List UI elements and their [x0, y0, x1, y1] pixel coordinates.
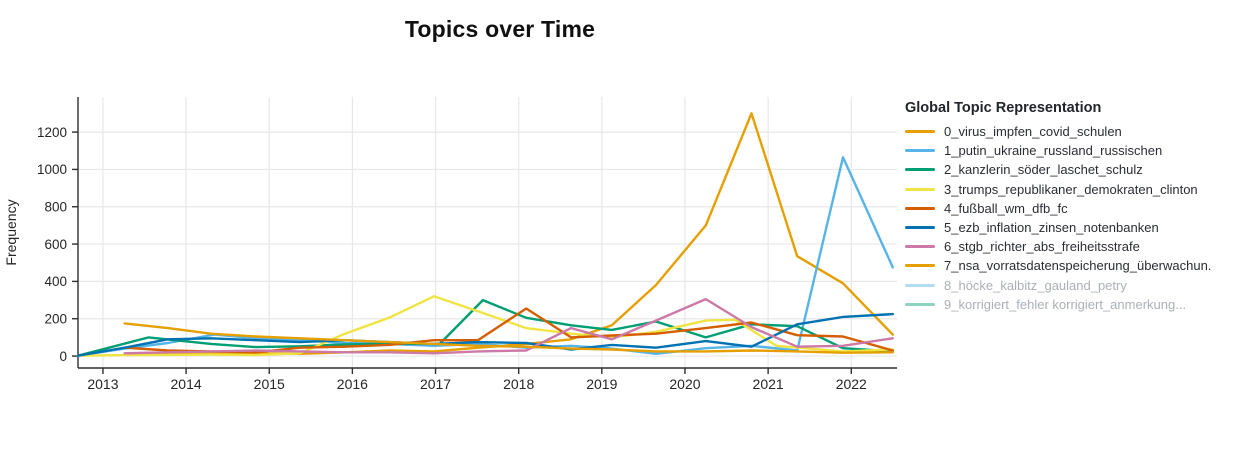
legend-line-swatch [905, 283, 935, 287]
legend: Global Topic Representation 0_virus_impf… [905, 100, 1211, 314]
legend-title: Global Topic Representation [905, 100, 1102, 116]
series-line-7_nsa_vorratsdatenspeicherung_überwachun.[interactable] [123, 322, 894, 354]
series-line-6_stgb_richter_abs_freiheitsstrafe[interactable] [123, 297, 894, 355]
series-lines [76, 112, 894, 357]
legend-item-list: 0_virus_impfen_covid_schulen 1_putin_ukra… [905, 122, 1211, 314]
chart-title: Topics over Time [404, 16, 596, 42]
legend-item-label: 9_korrigiert_fehler korrigiert_anmerkung… [944, 296, 1187, 312]
legend-item-label: 3_trumps_republikaner_demokraten_clinton [944, 181, 1198, 197]
legend-item-label: 1_putin_ukraine_russland_russischen [944, 143, 1163, 159]
y-tick-label: 200 [44, 311, 67, 326]
legend-line-swatch [905, 264, 935, 268]
x-tick-label: 2013 [87, 376, 118, 392]
legend-line-swatch [905, 226, 935, 230]
legend-item-label: 0_virus_impfen_covid_schulen [944, 124, 1122, 140]
legend-item-3[interactable]: 3_trumps_republikaner_demokraten_clinton [905, 180, 1211, 199]
x-tick-label: 2019 [586, 376, 617, 392]
x-tick-label: 2014 [171, 376, 202, 392]
legend-line-swatch [905, 149, 935, 153]
x-tick-label: 2022 [836, 376, 867, 392]
legend-item-label: 5_ezb_inflation_zinsen_notenbanken [944, 220, 1159, 236]
x-tick-label: 2018 [503, 376, 534, 392]
series-line-0_virus_impfen_covid_schulen[interactable] [123, 112, 894, 356]
y-tick-label: 0 [59, 349, 67, 364]
y-tick-label: 1200 [37, 125, 67, 140]
y-tick-label: 600 [44, 237, 67, 252]
x-tick-label: 2017 [420, 376, 451, 392]
legend-item-8[interactable]: 8_höcke_kalbitz_gauland_petry [905, 276, 1211, 295]
legend-line-swatch [905, 245, 935, 249]
legend-item-0[interactable]: 0_virus_impfen_covid_schulen [905, 122, 1211, 141]
x-tick-label: 2016 [337, 376, 368, 392]
x-tick-label: 2021 [753, 376, 784, 392]
legend-item-7[interactable]: 7_nsa_vorratsdatenspeicherung_überwachun… [905, 256, 1211, 275]
legend-item-9[interactable]: 9_korrigiert_fehler korrigiert_anmerkung… [905, 295, 1211, 314]
legend-line-swatch [905, 168, 935, 172]
legend-item-label: 4_fußball_wm_dfb_fc [944, 200, 1068, 216]
legend-item-5[interactable]: 5_ezb_inflation_zinsen_notenbanken [905, 218, 1211, 237]
axes: 0 200 400 600 800 1000 1200 2013 2014 2015 2016 201… [3, 97, 897, 392]
plot-canvas[interactable]: 0 200 400 600 800 1000 1200 2013 2014 2015 2016 201… [0, 0, 910, 450]
y-tick-label: 1000 [37, 162, 67, 177]
series-line-3_trumps_republikaner_demokraten_clinton[interactable] [76, 295, 894, 357]
series-line-4_fußball_wm_dfb_fc[interactable] [123, 307, 894, 354]
y-grid [78, 131, 897, 357]
legend-item-1[interactable]: 1_putin_ukraine_russland_russischen [905, 141, 1211, 160]
x-tick-label: 2020 [669, 376, 700, 392]
y-tick-label: 400 [44, 274, 67, 289]
x-tick-label: 2015 [254, 376, 285, 392]
y-axis-title: Frequency [3, 199, 19, 265]
legend-item-label: 2_kanzlerin_söder_laschet_schulz [944, 162, 1143, 178]
legend-item-2[interactable]: 2_kanzlerin_söder_laschet_schulz [905, 160, 1211, 179]
legend-line-swatch [905, 206, 935, 210]
legend-item-label: 6_stgb_richter_abs_freiheitsstrafe [944, 239, 1140, 255]
legend-line-swatch [905, 187, 935, 191]
legend-line-swatch [905, 302, 935, 306]
series-line-5_ezb_inflation_zinsen_notenbanken[interactable] [76, 312, 894, 357]
legend-line-swatch [905, 130, 935, 134]
legend-item-label: 7_nsa_vorratsdatenspeicherung_überwachun… [944, 258, 1212, 274]
y-tick-label: 800 [44, 199, 67, 214]
x-grid [102, 97, 852, 368]
legend-item-4[interactable]: 4_fußball_wm_dfb_fc [905, 199, 1211, 218]
legend-item-label: 8_höcke_kalbitz_gauland_petry [944, 277, 1127, 293]
legend-item-6[interactable]: 6_stgb_richter_abs_freiheitsstrafe [905, 237, 1211, 256]
